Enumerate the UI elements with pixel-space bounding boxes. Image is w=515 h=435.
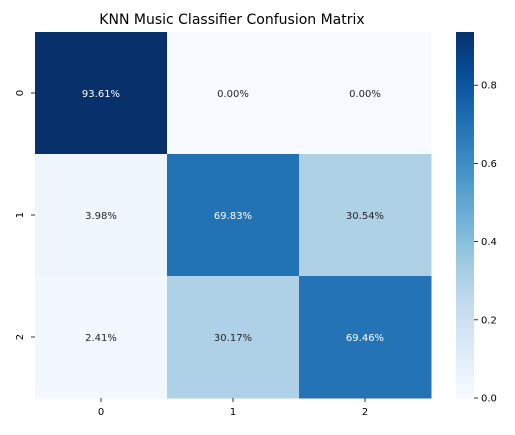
cell-label-0-1: 0.00% — [217, 89, 249, 100]
cell-label-2-2: 69.46% — [346, 333, 384, 344]
x-tick-label-0: 0 — [98, 407, 104, 418]
colorbar-tick-label-0: 0.0 — [481, 394, 497, 405]
y-tick-label-2: 2 — [15, 334, 26, 340]
cell-label-1-0: 3.98% — [85, 211, 117, 222]
colorbar: 0.0 0.2 0.4 0.6 0.8 — [456, 32, 497, 405]
chart-title: KNN Music Classifier Confusion Matrix — [99, 12, 364, 28]
y-axis: 0 1 2 — [15, 90, 35, 340]
x-tick-label-1: 1 — [230, 407, 236, 418]
y-tick-label-0: 0 — [15, 90, 26, 96]
x-axis: 0 1 2 — [98, 398, 368, 418]
colorbar-tick-label-3: 0.6 — [481, 159, 497, 170]
heatmap-cell-0-1 — [167, 32, 300, 155]
colorbar-gradient — [456, 32, 474, 398]
heatmap-cell-0-0 — [35, 32, 168, 155]
heatmap-cell-2-1 — [167, 276, 300, 399]
cell-label-2-1: 30.17% — [214, 333, 252, 344]
heatmap-cell-2-0 — [35, 276, 168, 399]
cell-labels: 93.61% 0.00% 0.00% 3.98% 69.83% 30.54% 2.41% 30… — [82, 89, 384, 344]
cell-label-1-1: 69.83% — [214, 211, 252, 222]
colorbar-tick-label-1: 0.2 — [481, 315, 497, 326]
heatmap-cell-0-2 — [299, 32, 432, 155]
heatmap-cells — [35, 32, 432, 399]
y-tick-label-1: 1 — [15, 212, 26, 218]
cell-label-1-2: 30.54% — [346, 211, 384, 222]
cell-label-0-2: 0.00% — [349, 89, 381, 100]
colorbar-tick-label-2: 0.4 — [481, 237, 497, 248]
x-tick-label-2: 2 — [362, 407, 368, 418]
heatmap-cell-1-1 — [167, 154, 300, 277]
heatmap-cell-2-2 — [299, 276, 432, 399]
heatmap-cell-1-2 — [299, 154, 432, 277]
heatmap-cell-1-0 — [35, 154, 168, 277]
cell-label-0-0: 93.61% — [82, 89, 120, 100]
colorbar-tick-label-4: 0.8 — [481, 81, 497, 92]
cell-label-2-0: 2.41% — [85, 333, 117, 344]
